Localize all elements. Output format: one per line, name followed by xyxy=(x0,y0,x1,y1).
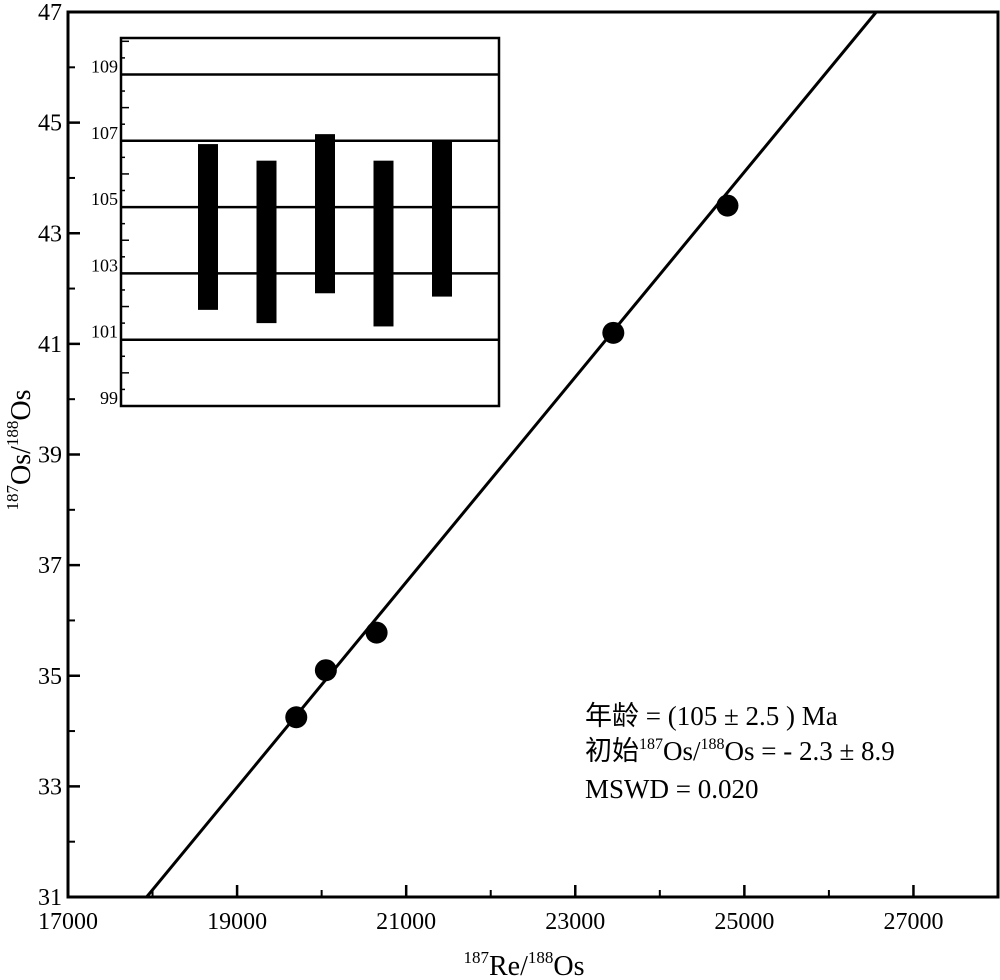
y-axis-title: 187Os/188Os xyxy=(3,389,37,510)
inset-tick-labels: 99 101 103 105 107 109 xyxy=(91,56,118,408)
x-tick-label: 23000 xyxy=(545,909,605,935)
data-point xyxy=(314,659,337,682)
annotation-initial-sup: 187 xyxy=(639,736,663,753)
y-tick-label: 37 xyxy=(38,553,62,579)
annotation-initial-ratio: 初始187Os/188Os = - 2.3 ± 8.9 xyxy=(585,736,895,766)
x-tick-label: 19000 xyxy=(207,909,267,935)
inset-error-bar xyxy=(432,140,452,297)
data-points xyxy=(285,194,739,729)
inset-error-bar xyxy=(256,160,277,324)
y-axis-title-main2: Os xyxy=(6,389,37,420)
inset-y-tick-label: 101 xyxy=(91,322,118,342)
inset-error-bar xyxy=(373,160,394,327)
inset-y-tick-label: 99 xyxy=(100,388,118,408)
data-point xyxy=(365,621,388,644)
data-point xyxy=(285,706,308,729)
inset-axis-ticks xyxy=(121,40,129,407)
y-tick-label: 41 xyxy=(38,332,62,358)
inset-error-bar xyxy=(198,144,218,310)
x-tick-label: 21000 xyxy=(376,909,436,935)
x-tick-label: 27000 xyxy=(883,909,943,935)
y-axis-title-sup: 187 xyxy=(3,485,22,511)
annotation-initial-mid: Os/ xyxy=(663,736,701,766)
data-point xyxy=(602,321,625,344)
inset-chart: 99 101 103 105 107 109 xyxy=(91,36,501,408)
inset-y-tick-label: 107 xyxy=(91,123,118,143)
annotation-initial-pre: 初始 xyxy=(585,736,639,766)
regression-line xyxy=(145,11,878,898)
y-axis-title-sup2: 188 xyxy=(3,421,22,447)
x-axis-title-sup2: 188 xyxy=(528,948,554,967)
y-tick-label: 35 xyxy=(38,664,62,690)
inset-y-tick-label: 109 xyxy=(91,56,118,76)
x-axis-title-main2: Os xyxy=(553,951,584,980)
annotation-initial-sup2: 188 xyxy=(701,736,725,753)
x-tick-label: 17000 xyxy=(38,909,98,935)
y-tick-label: 43 xyxy=(38,221,62,247)
inset-y-tick-label: 105 xyxy=(91,189,118,209)
inset-error-bar xyxy=(315,134,335,294)
y-tick-label: 45 xyxy=(38,111,62,137)
x-axis-title: 187Re/188Os xyxy=(463,948,584,980)
y-tick-label: 31 xyxy=(38,885,62,911)
y-axis-title-main: Os/ xyxy=(6,446,37,485)
inset-y-tick-label: 103 xyxy=(91,255,118,275)
data-point xyxy=(716,194,739,217)
inset-error-bars xyxy=(198,134,452,327)
y-tick-label: 39 xyxy=(38,443,62,469)
x-tick-label: 25000 xyxy=(714,909,774,935)
annotation-age: 年龄 = (105 ± 2.5 ) Ma xyxy=(585,701,838,731)
y-tick-label: 33 xyxy=(38,774,62,800)
x-axis-title-sup: 187 xyxy=(463,948,489,967)
main-axis-ticks xyxy=(66,10,999,899)
main-tick-labels: 17000 19000 21000 23000 25000 27000 31 33 35 37 39… xyxy=(38,0,943,935)
y-tick-label: 47 xyxy=(38,0,62,26)
annotation-initial-post: Os = - 2.3 ± 8.9 xyxy=(725,736,895,766)
annotation-mswd: MSWD = 0.020 xyxy=(585,774,758,804)
x-axis-title-main: Re/ xyxy=(489,951,528,980)
